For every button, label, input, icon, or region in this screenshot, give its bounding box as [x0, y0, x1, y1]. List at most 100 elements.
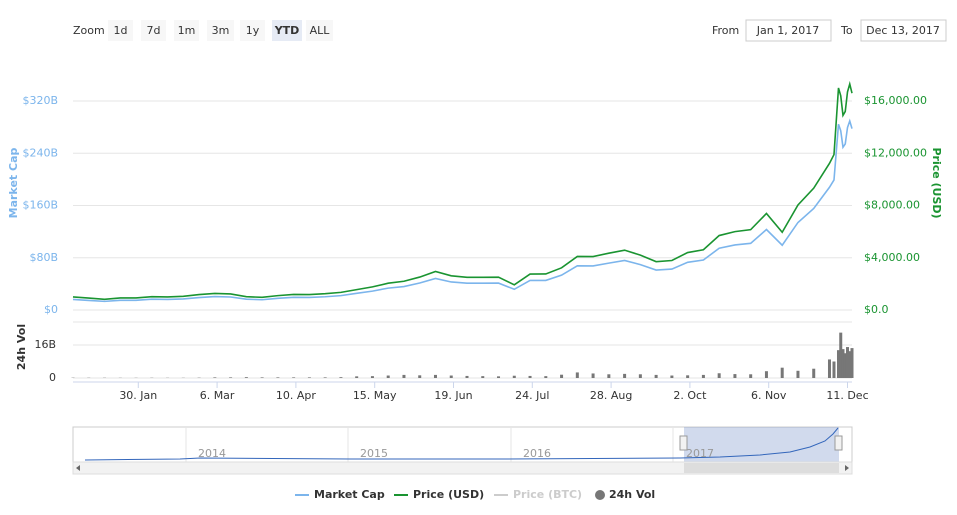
x-tick-label: 6. Mar	[200, 389, 235, 402]
volume-bar	[848, 351, 852, 378]
y-axis-title: Market Cap	[7, 148, 20, 219]
volume-bar	[841, 349, 845, 378]
volume-bar	[339, 377, 343, 378]
volume-bar	[717, 373, 721, 378]
zoom-button-label: 3m	[212, 24, 230, 37]
y-tick-label: $320B	[22, 94, 58, 107]
series-line	[72, 80, 853, 301]
zoom-button[interactable]	[306, 20, 333, 41]
x-tick-label: 11. Dec	[826, 389, 868, 402]
y2-tick-label: $12,000.00	[864, 146, 927, 159]
volume-bar	[764, 371, 768, 378]
zoom-button-label: YTD	[274, 24, 300, 37]
navigator-frame	[72, 426, 853, 463]
volume-bar	[276, 377, 280, 378]
volume-bar	[323, 377, 327, 378]
y-tick-label: $80B	[29, 251, 58, 264]
navigator-handle[interactable]	[834, 435, 843, 451]
volume-bar	[850, 348, 854, 378]
x-tick-label: 10. Apr	[276, 389, 316, 402]
y2-tick-label: $8,000.00	[864, 199, 920, 212]
volume-bar	[512, 375, 516, 378]
volume-bar	[260, 377, 264, 378]
from-input[interactable]	[745, 19, 832, 42]
navigator-selection[interactable]	[684, 427, 839, 462]
volume-bar	[836, 350, 840, 378]
volume-bar	[638, 374, 642, 378]
scrollbar-thumb[interactable]	[684, 463, 839, 473]
x-tick-label: 24. Jul	[515, 389, 549, 402]
navigator-label: 2016	[523, 447, 551, 460]
y-tick-label: $160B	[22, 199, 58, 212]
x-tick-label: 30. Jan	[119, 389, 157, 402]
volume-bar	[292, 377, 296, 378]
y-tick-label: $0	[44, 303, 58, 316]
volume-bar	[481, 376, 485, 378]
legend-symbol[interactable]	[595, 490, 605, 500]
zoom-button-label: ALL	[310, 24, 331, 37]
y-tick-label: $240B	[22, 146, 58, 159]
navigator: 2014 2015 2016 2017	[72, 426, 853, 475]
zoom-button-label: 1y	[246, 24, 260, 37]
from-label: From	[712, 24, 739, 37]
volume-bar	[591, 373, 595, 378]
volume-bar	[812, 368, 816, 378]
zoom-button-label: 1d	[114, 24, 128, 37]
zoom-button-label: 1m	[178, 24, 196, 37]
x-tick-label: 6. Nov	[751, 389, 787, 402]
x-tick-label: 2. Oct	[673, 389, 707, 402]
volume-bar	[607, 374, 611, 378]
y3-tick-label: 16B	[34, 338, 56, 351]
y2-tick-label: $0.0	[864, 303, 889, 316]
zoom-button[interactable]	[174, 20, 199, 41]
legend-label[interactable]: Price (BTC)	[513, 488, 582, 501]
y3-tick-label: 0	[49, 371, 56, 384]
legend-label[interactable]: 24h Vol	[609, 488, 655, 501]
volume-bar	[654, 374, 658, 378]
navigator-label: 2015	[360, 447, 388, 460]
volume-bar	[796, 370, 800, 378]
volume-bar	[465, 375, 469, 378]
zoom-button[interactable]	[240, 20, 265, 41]
volume-bar	[355, 376, 359, 378]
legend-label[interactable]: Price (USD)	[413, 488, 484, 501]
volume-bar	[839, 332, 843, 378]
y2-axis-title: Price (USD)	[930, 147, 943, 218]
volume-bar	[845, 347, 849, 378]
y2-tick-label: $4,000.00	[864, 251, 920, 264]
volume-bar	[843, 353, 847, 378]
zoom-button[interactable]	[207, 20, 234, 41]
navigator-label: 2014	[198, 447, 226, 460]
zoom-button[interactable]	[141, 20, 166, 41]
volume-bar	[780, 367, 784, 378]
volume-bar	[497, 376, 501, 378]
volume-bar	[827, 359, 831, 378]
from-value: Jan 1, 2017	[756, 24, 819, 37]
navigator-label: 2017	[686, 447, 714, 460]
volume-bar	[528, 375, 532, 378]
scrollbar-track[interactable]	[72, 461, 853, 475]
to-label: To	[840, 24, 853, 37]
volume-bar	[701, 374, 705, 378]
volume-bar	[560, 374, 564, 378]
zoom-button[interactable]	[108, 20, 133, 41]
series-line	[72, 118, 853, 303]
volume-bar	[733, 374, 737, 378]
to-input[interactable]	[860, 19, 947, 42]
volume-bar	[686, 375, 690, 378]
volume-bar	[213, 377, 217, 378]
volume-bar	[832, 361, 836, 378]
volume-bar	[229, 377, 233, 378]
y3-axis-title: 24h Vol	[15, 324, 28, 370]
volume-bar	[307, 377, 311, 378]
volume-bar	[544, 376, 548, 378]
navigator-handle[interactable]	[679, 435, 688, 451]
volume-bar	[749, 374, 753, 378]
volume-bar	[402, 374, 406, 378]
volume-bar	[418, 375, 422, 378]
legend-label[interactable]: Market Cap	[314, 488, 385, 501]
volume-bar	[623, 373, 627, 378]
volume-bar	[449, 375, 453, 378]
zoom-button[interactable]	[272, 20, 302, 41]
